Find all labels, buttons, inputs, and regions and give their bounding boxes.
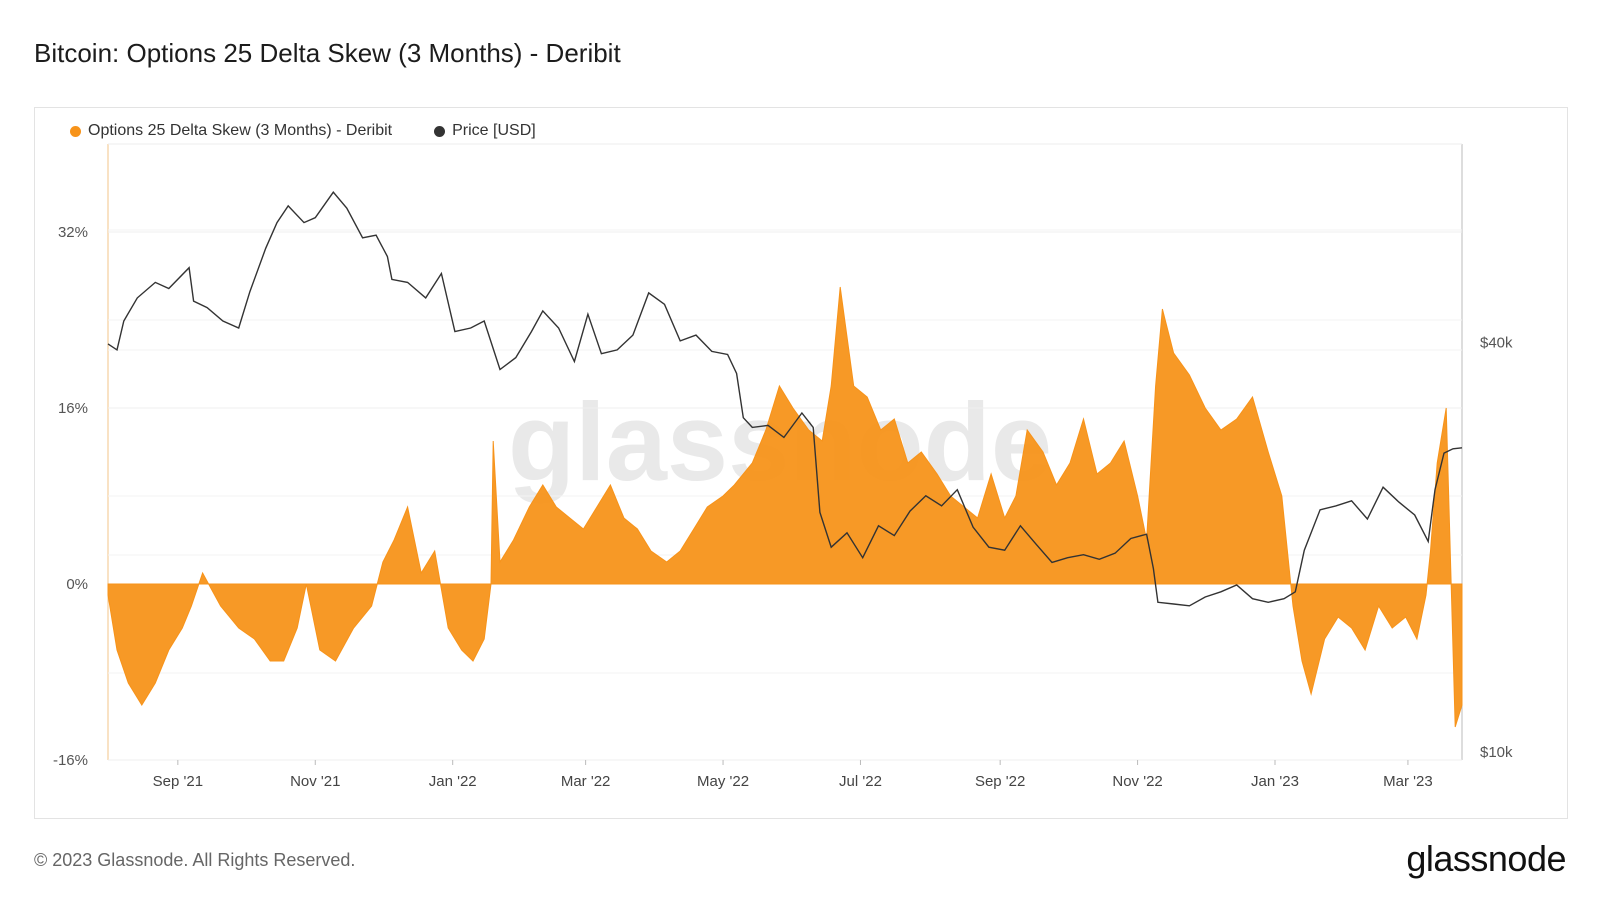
x-tick-label: Mar '22 (561, 773, 611, 790)
chart-panel (34, 107, 1568, 819)
x-tick-label: Jul '22 (839, 773, 882, 790)
x-tick-label: Sep '22 (975, 773, 1025, 790)
y-left-tick-label: -16% (53, 752, 88, 769)
price-line-series (107, 191, 1463, 607)
chart-legend: Options 25 Delta Skew (3 Months) - Derib… (70, 122, 536, 140)
chart-title: Bitcoin: Options 25 Delta Skew (3 Months… (34, 38, 621, 68)
skew-area-series (107, 286, 1463, 728)
legend-label-skew: Options 25 Delta Skew (3 Months) - Derib… (88, 122, 393, 139)
y-right-tick-label: $40k (1480, 334, 1513, 351)
x-tick-label: Nov '22 (1112, 773, 1162, 790)
x-tick-label: May '22 (697, 773, 749, 790)
x-tick-label: Sep '21 (153, 773, 203, 790)
price-legend-dot-icon (434, 125, 446, 137)
glassnode-logo: glassnode (1406, 838, 1566, 879)
y-left-tick-label: 0% (66, 576, 88, 593)
legend-item-skew[interactable]: Options 25 Delta Skew (3 Months) - Derib… (70, 122, 392, 140)
y-left-tick-label: 16% (58, 400, 88, 417)
skew-legend-dot-icon (70, 125, 81, 137)
copyright-text: © 2023 Glassnode. All Rights Reserved. (34, 850, 356, 870)
x-tick-label: Jan '23 (1251, 773, 1299, 790)
y-right-tick-label: $10k (1480, 744, 1513, 761)
legend-label-price: Price [USD] (452, 122, 536, 139)
legend-item-price[interactable]: Price [USD] (434, 122, 536, 140)
x-tick-label: Nov '21 (290, 773, 340, 790)
x-tick-label: Jan '22 (429, 773, 477, 790)
x-tick-label: Mar '23 (1383, 773, 1433, 790)
y-left-tick-label: 32% (58, 224, 88, 241)
